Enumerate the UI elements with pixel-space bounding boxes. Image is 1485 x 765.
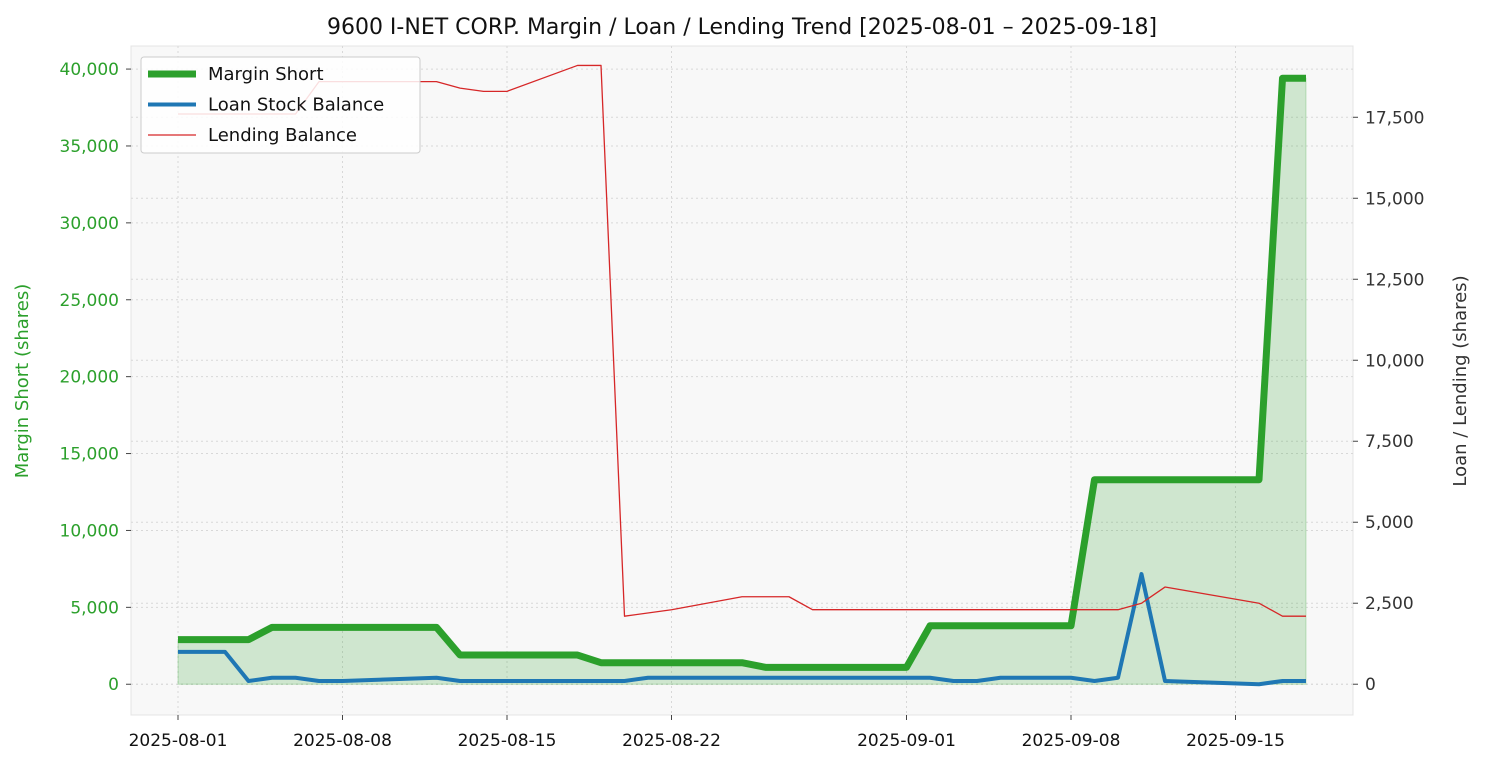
x-tick-label: 2025-08-22 (622, 731, 721, 751)
y-right-tick-label: 15,000 (1365, 189, 1424, 209)
y-axis-right-ticks: 0 2,500 5,000 7,500 10,000 12,500 15,000 17,500 (1353, 108, 1424, 695)
y-left-tick-label: 35,000 (60, 137, 119, 157)
y-left-tick-label: 15,000 (60, 445, 119, 465)
y-right-tick-label: 17,500 (1365, 108, 1424, 128)
x-axis-ticks: 2025-08-01 2025-08-08 2025-08-15 2025-08-22… (129, 715, 1285, 751)
y-left-tick-label: 40,000 (60, 60, 119, 80)
y-right-tick-label: 12,500 (1365, 270, 1424, 290)
x-tick-label: 2025-09-01 (857, 731, 956, 751)
x-tick-label: 2025-08-08 (293, 731, 392, 751)
margin-short-line (178, 74, 1306, 671)
y-right-tick-label: 10,000 (1365, 351, 1424, 371)
legend-label-lending-balance: Lending Balance (208, 125, 357, 146)
y-right-tick-label: 2,500 (1365, 594, 1414, 614)
y-left-tick-label: 0 (108, 675, 119, 695)
chart-title: 9600 I-NET CORP. Margin / Loan / Lending… (327, 15, 1157, 40)
legend-box (140, 56, 421, 154)
y-right-tick-label: 5,000 (1365, 513, 1414, 533)
loan-stock-balance-line (178, 572, 1306, 687)
series-lines (178, 64, 1306, 687)
x-tick-label: 2025-08-01 (129, 731, 228, 751)
x-tick-label: 2025-09-08 (1022, 731, 1121, 751)
y-left-tick-label: 10,000 (60, 521, 119, 541)
y-axis-left-label: Margin Short (shares) (12, 284, 33, 479)
x-tick-label: 2025-09-15 (1186, 731, 1285, 751)
y-left-tick-label: 5,000 (70, 598, 119, 618)
y-left-tick-label: 20,000 (60, 368, 119, 388)
grid (131, 46, 1353, 715)
y-right-tick-label: 7,500 (1365, 432, 1414, 452)
legend-label-margin-short: Margin Short (208, 64, 324, 85)
y-left-tick-label: 25,000 (60, 291, 119, 311)
lending-balance-line (178, 64, 1306, 617)
y-left-tick-label: 30,000 (60, 214, 119, 234)
legend: Margin Short Loan Stock Balance Lending Ba… (140, 56, 421, 154)
legend-label-loan-stock-balance: Loan Stock Balance (208, 95, 384, 116)
x-tick-label: 2025-08-15 (458, 731, 557, 751)
y-axis-left-ticks: 0 5,000 10,000 15,000 20,000 25,000 30,000 35,0… (60, 60, 131, 695)
y-axis-right-label: Loan / Lending (shares) (1450, 275, 1471, 486)
y-right-tick-label: 0 (1365, 675, 1376, 695)
